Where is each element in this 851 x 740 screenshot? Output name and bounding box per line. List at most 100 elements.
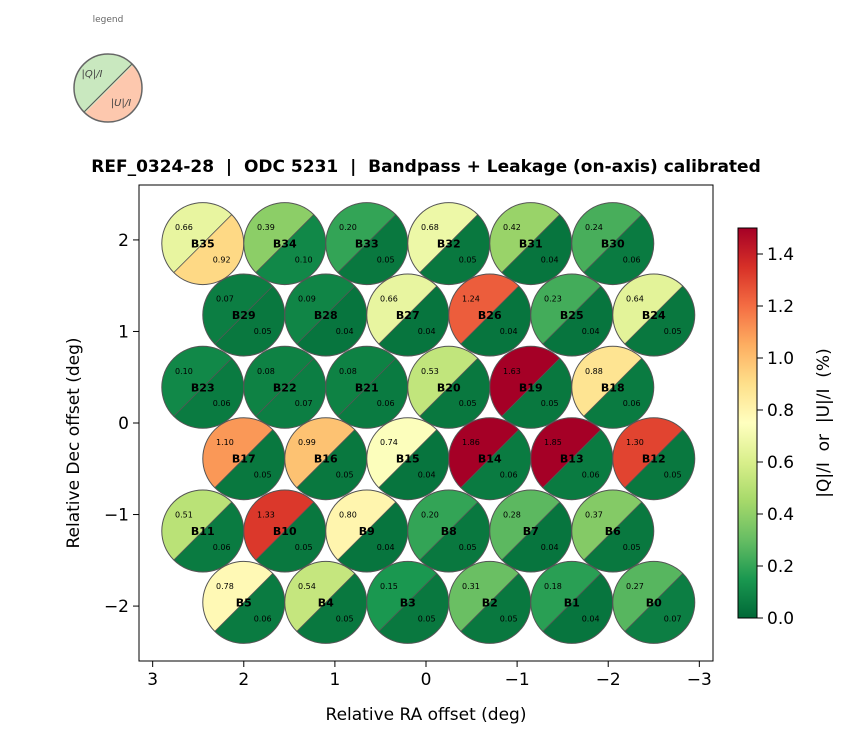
legend-upper-label: |Q|/I [82,69,103,80]
beam-layer: B35 0.66 0.92 B34 0.39 0.10 B33 0.20 0.05 B32 0.68… [161,202,696,644]
beam-q-value: 1.63 [503,367,521,376]
beam-u-half [624,429,695,500]
beam-divider [501,214,561,273]
y-axis-ticks: −2 −1 0 1 2 [104,231,139,617]
beam-u-value: 0.05 [377,255,395,264]
beam-label: B24 [642,309,666,322]
beam-q-value: 1.85 [544,438,562,447]
beam-u-half [173,502,244,573]
colorbar-ticks: 0.0 0.2 0.4 0.6 0.8 1.0 1.2 1.4 [757,245,794,629]
beam-q-half [325,202,396,273]
beam-label: B34 [273,238,297,251]
beam-u-half [624,573,695,644]
legend: legend |Q|/I |U|/I [73,15,143,123]
beam-divider [419,214,479,273]
beam-b16: B16 0.99 0.05 [284,417,368,501]
beam-b27: B27 0.66 0.04 [366,273,450,357]
beam-u-half [501,214,572,285]
beam-b7: B70.28 0.04 [489,489,573,573]
beam-label: B21 [355,381,379,394]
beam-b28: B28 0.09 0.04 [284,273,368,357]
beam-q-half [448,273,519,344]
beam-outline [571,202,655,286]
beam-u-half [624,285,695,356]
beam-divider [542,573,602,632]
beam-label: B8 [441,525,457,538]
beam-b8: B80.20 0.05 [407,489,491,573]
beam-u-value: 0.06 [377,399,395,408]
beam-u-value: 0.05 [336,471,354,480]
beam-label: B31 [519,238,543,251]
beam-u-value: 0.05 [295,543,313,552]
legend-divider [83,63,133,113]
beam-label: B18 [601,381,625,394]
legend-lower-label: |U|/I [111,98,131,109]
beam-u-half [214,429,285,500]
beam-label: B12 [642,453,666,466]
beam-b24: B24 0.64 0.05 [612,273,696,357]
beam-q-value: 1.24 [462,294,480,303]
beam-q-value: 0.66 [175,223,193,232]
beam-b3: B30.15 0.05 [366,560,450,644]
beam-q-half [489,346,560,417]
beam-u-value: 0.06 [254,614,272,623]
beam-divider [173,501,233,561]
beam-u-value: 0.10 [295,255,313,264]
beam-u-half [583,502,654,573]
beam-b15: B15 0.74 0.04 [366,417,450,501]
beam-divider [173,358,233,417]
beam-divider [542,429,602,488]
beam-q-value: 0.09 [298,294,316,303]
beam-label: B20 [437,381,461,394]
beam-q-half [243,490,314,561]
colorbar-tick-label: 0.8 [767,401,794,421]
beam-b12: B12 1.30 0.05 [612,417,696,501]
beam-divider [460,573,520,632]
beam-label: B0 [646,596,662,609]
beam-divider [624,429,684,488]
beam-q-half [366,417,437,488]
y-tick-label: 2 [118,231,129,251]
beam-q-half [407,346,478,417]
beam-b14: B14 1.86 0.06 [448,417,532,501]
beam-divider [296,429,356,488]
y-tick-label: 1 [118,322,129,342]
beam-divider [501,501,561,561]
legend-circle [73,53,143,123]
beam-q-half [489,490,560,561]
beam-q-value: 0.68 [421,223,439,232]
beam-divider [214,285,274,345]
beam-u-half [583,358,654,429]
beam-q-half [161,346,232,417]
x-tick-label: 1 [329,670,340,690]
beam-q-half [612,273,683,344]
beam-u-value: 0.06 [623,255,641,264]
beam-b20: B20 0.53 0.05 [407,345,491,429]
beam-u-half [214,573,285,644]
beam-u-value: 0.04 [541,255,559,264]
beam-q-half [448,561,519,632]
beam-u-half [419,502,490,573]
x-tick-label: 0 [421,670,432,690]
beam-label: B29 [232,309,256,322]
beam-divider [501,358,561,417]
beam-u-half [255,358,326,429]
x-axis-ticks: 3 2 1 0 −1 −2 −3 [147,661,712,690]
beam-q-half [284,417,355,488]
beam-divider [378,285,438,345]
colorbar-tick-label: 0.6 [767,453,794,473]
beam-u-half [378,573,449,644]
beam-q-half [407,202,478,273]
beam-b26: B26 1.24 0.04 [448,273,532,357]
beam-q-value: 0.08 [257,367,275,376]
beam-b21: B21 0.08 0.06 [325,345,409,429]
beam-divider [296,285,356,345]
beam-divider [173,214,233,273]
beam-u-value: 0.05 [664,471,682,480]
beam-q-half [448,417,519,488]
beam-b25: B25 0.23 0.04 [530,273,614,357]
beam-q-half [284,561,355,632]
chart-title: REF_0324-28 | ODC 5231 | Bandpass + Leak… [91,157,761,177]
beam-b34: B34 0.39 0.10 [243,202,327,286]
colorbar-label: |Q|/I or |U|/I (%) [814,348,834,497]
